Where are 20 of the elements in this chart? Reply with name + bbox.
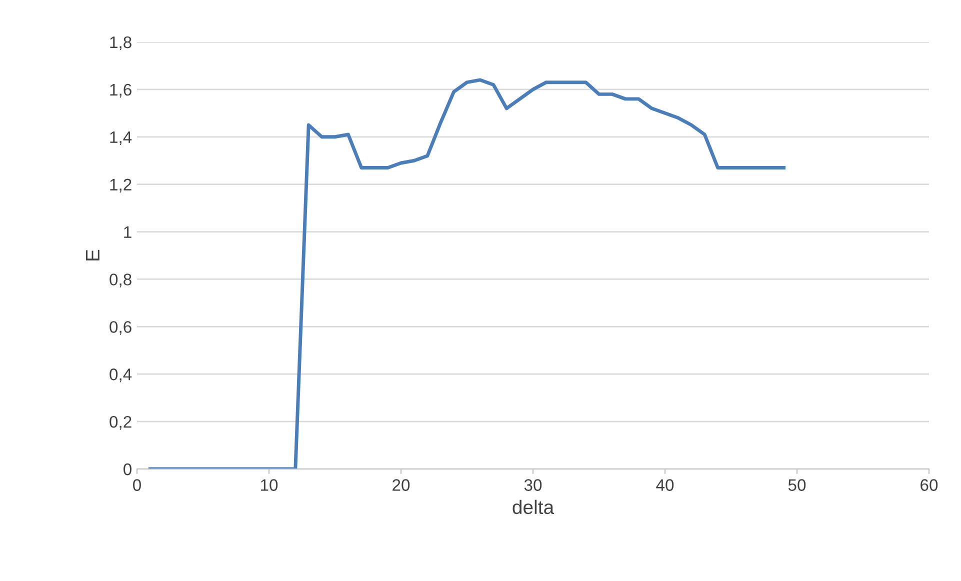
y-axis-title: E: [86, 250, 100, 260]
x-tick-label: 30: [524, 479, 542, 491]
x-tick-label: 60: [920, 479, 938, 491]
x-tick-label: 10: [261, 479, 278, 491]
y-tick-label: 1: [124, 226, 132, 238]
y-tick-label: 1,2: [110, 178, 132, 193]
y-tick-label: 1,6: [110, 84, 132, 98]
y-tick-label: 1,8: [110, 36, 132, 50]
y-tick-label: 0,2: [110, 416, 132, 430]
x-axis-title: delta: [512, 500, 554, 514]
y-tick-label: 0,4: [110, 368, 132, 382]
y-tick-label: 0,8: [110, 274, 132, 288]
y-tick-label: 0: [124, 463, 132, 476]
x-tick-label: 50: [788, 479, 806, 491]
x-tick-label: 20: [392, 479, 410, 491]
y-tick-label: 1,4: [110, 131, 132, 146]
x-tick-label: 40: [656, 479, 674, 491]
line-series: [148, 78, 786, 469]
y-tick-label: 0,6: [110, 321, 132, 335]
x-tick-label: 0: [133, 479, 141, 491]
